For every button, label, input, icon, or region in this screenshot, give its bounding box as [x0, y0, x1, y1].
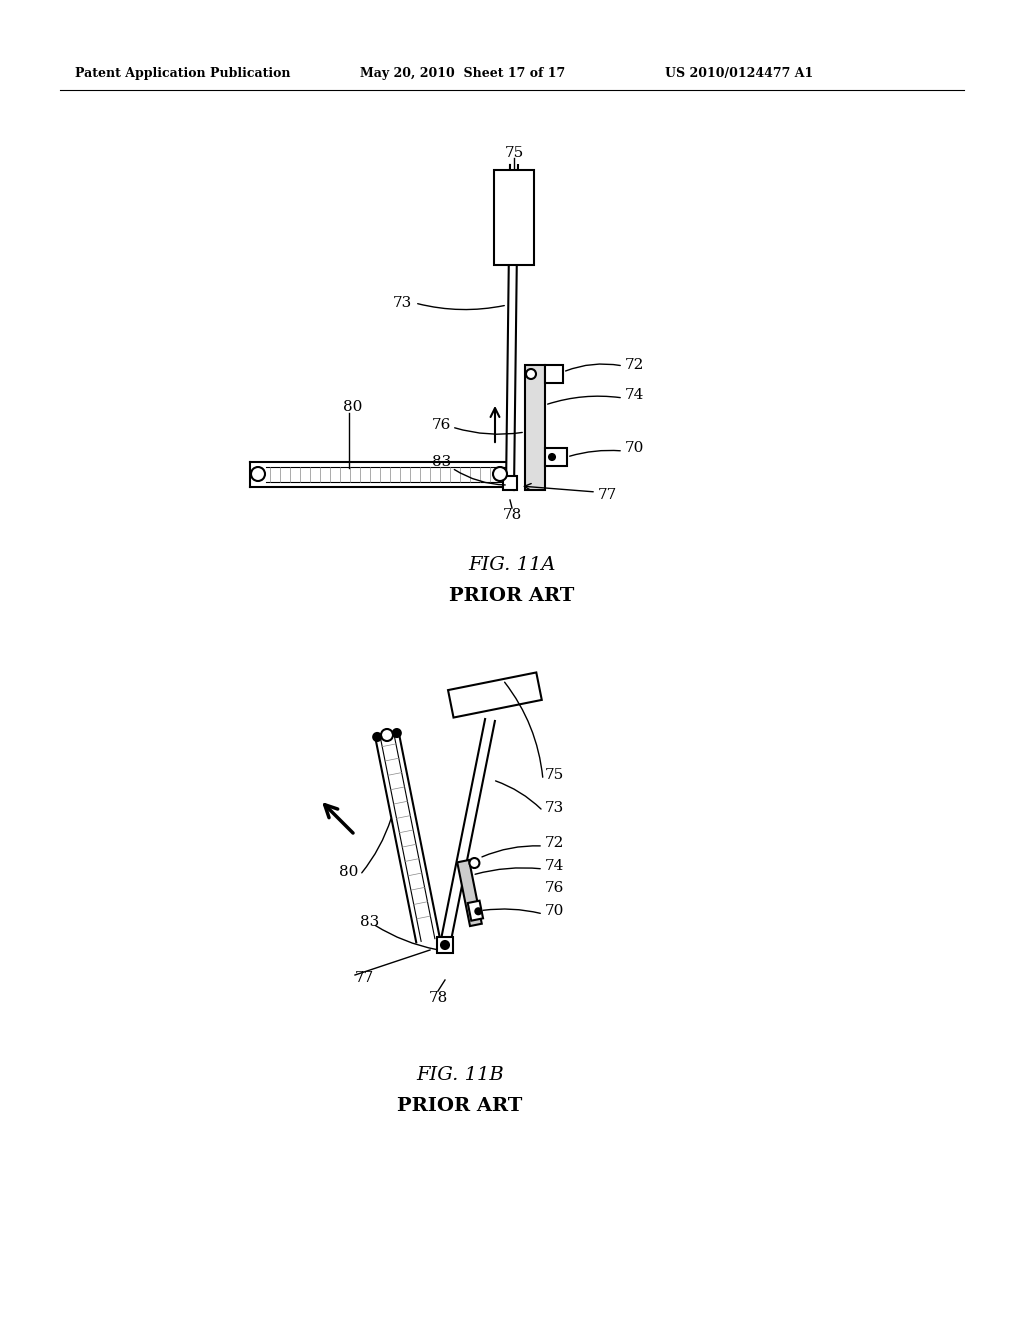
Text: FIG. 11B: FIG. 11B — [416, 1067, 504, 1084]
Polygon shape — [468, 900, 483, 920]
Text: 75: 75 — [545, 768, 564, 781]
Text: 80: 80 — [339, 865, 358, 879]
Bar — [503, 477, 517, 490]
Circle shape — [381, 729, 393, 741]
Bar — [525, 366, 545, 490]
Circle shape — [469, 858, 479, 869]
Circle shape — [441, 941, 449, 949]
Text: 70: 70 — [545, 904, 564, 917]
Text: 70: 70 — [625, 441, 644, 455]
Text: 73: 73 — [393, 296, 413, 310]
Text: 80: 80 — [343, 400, 362, 414]
Text: 72: 72 — [625, 358, 644, 372]
Text: PRIOR ART: PRIOR ART — [397, 1097, 522, 1115]
Text: PRIOR ART: PRIOR ART — [450, 587, 574, 605]
Circle shape — [493, 467, 507, 480]
Bar — [545, 366, 563, 383]
Circle shape — [549, 454, 555, 459]
Text: 83: 83 — [432, 455, 452, 469]
Polygon shape — [449, 672, 542, 718]
Bar — [545, 447, 567, 466]
Circle shape — [393, 729, 400, 737]
Text: 78: 78 — [428, 991, 447, 1005]
Text: Patent Application Publication: Patent Application Publication — [75, 66, 291, 79]
Text: 74: 74 — [545, 859, 564, 873]
Text: 76: 76 — [545, 880, 564, 895]
Text: US 2010/0124477 A1: US 2010/0124477 A1 — [665, 66, 813, 79]
Text: 83: 83 — [360, 915, 379, 929]
Text: 77: 77 — [598, 488, 617, 502]
Text: May 20, 2010  Sheet 17 of 17: May 20, 2010 Sheet 17 of 17 — [360, 66, 565, 79]
Bar — [494, 170, 534, 265]
Circle shape — [475, 908, 481, 915]
Text: FIG. 11A: FIG. 11A — [468, 556, 556, 574]
Text: 74: 74 — [625, 388, 644, 403]
Text: 75: 75 — [505, 147, 523, 160]
Circle shape — [373, 733, 381, 741]
Text: 78: 78 — [503, 508, 521, 521]
Text: 73: 73 — [545, 801, 564, 814]
Text: 77: 77 — [355, 972, 374, 985]
Bar — [437, 937, 453, 953]
Circle shape — [526, 370, 536, 379]
Text: 76: 76 — [432, 418, 452, 432]
Text: 72: 72 — [545, 836, 564, 850]
Circle shape — [251, 467, 265, 480]
Polygon shape — [458, 861, 481, 927]
